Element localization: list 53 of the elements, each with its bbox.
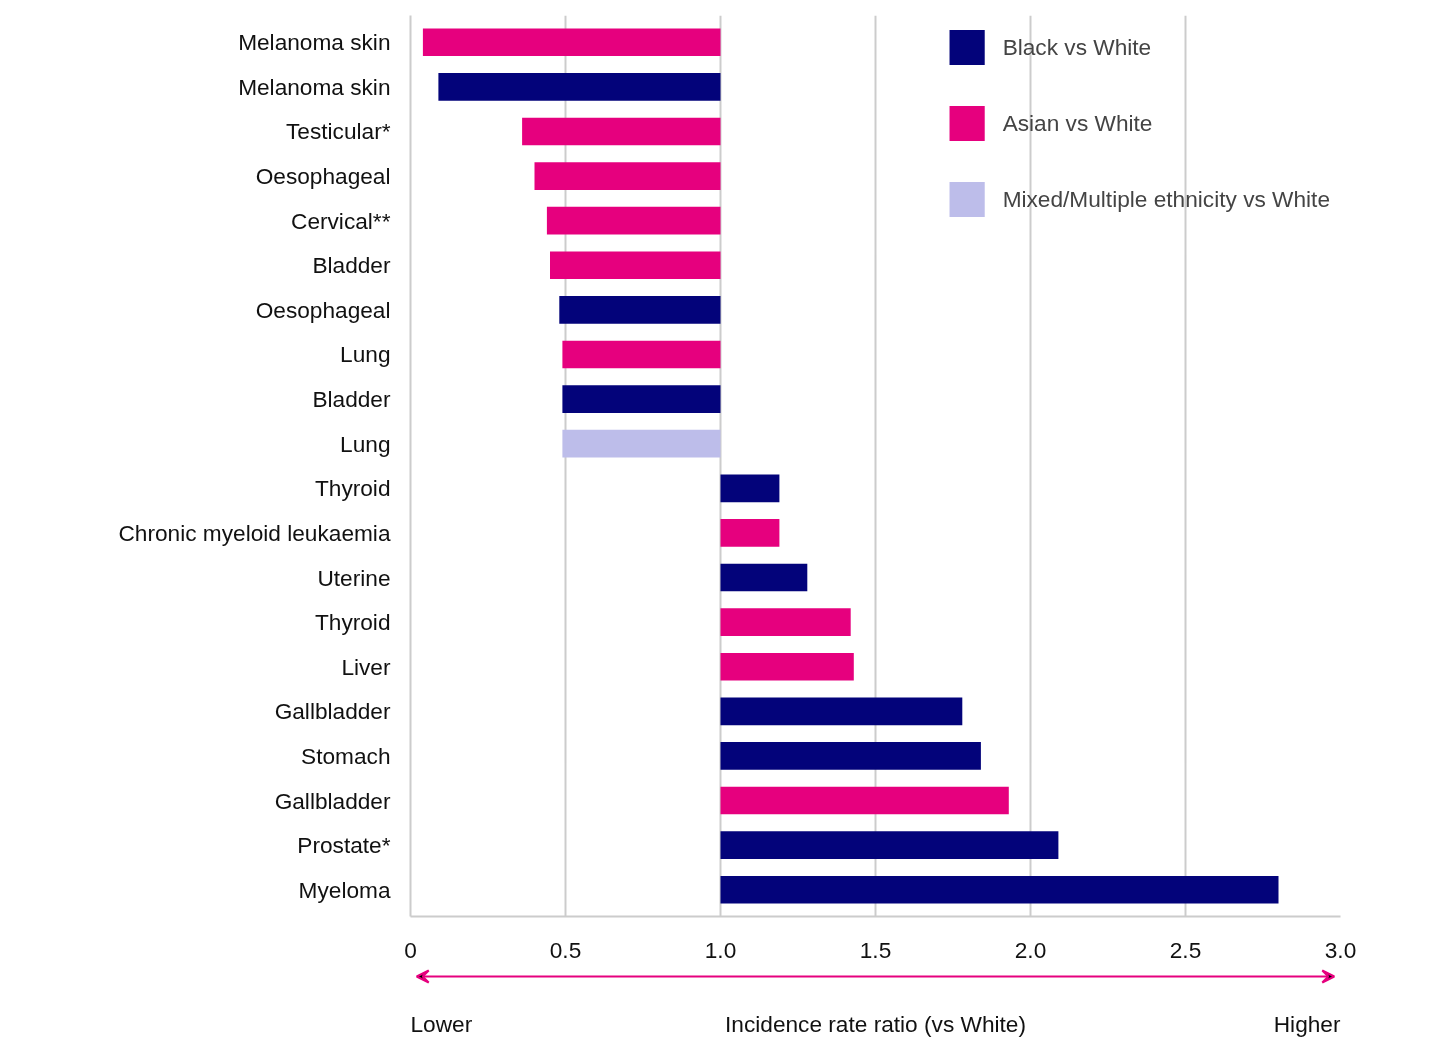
- y-tick-label: Gallbladder: [274, 787, 391, 814]
- bar: [562, 340, 721, 369]
- y-tick-label: Chronic myeloid leukaemia: [118, 519, 391, 546]
- bar: [720, 608, 851, 636]
- y-tick-label: Thyroid: [314, 609, 391, 636]
- y-tick-label: Oesophageal: [255, 163, 391, 190]
- bar: [534, 162, 721, 190]
- text: Higher: [1273, 1010, 1341, 1037]
- x-axis-title: Incidence rate ratio (vs White): [725, 1010, 1026, 1037]
- bar: [720, 786, 1009, 815]
- legend-label: Black vs White: [1002, 33, 1152, 61]
- bar: [438, 73, 721, 101]
- y-tick-label: Uterine: [317, 564, 391, 591]
- legend-label: Mixed/Multiple ethnicity vs White: [1002, 185, 1330, 213]
- bar: [559, 296, 721, 324]
- y-tick-label: Oesophageal: [255, 296, 391, 323]
- bar: [720, 875, 1279, 904]
- bar: [720, 831, 1059, 859]
- y-tick-label: Stomach: [301, 742, 391, 769]
- y-tick-label: Lung: [340, 430, 391, 457]
- y-tick-label: Melanoma skin: [238, 29, 391, 56]
- x-tick-label: 0: [404, 936, 417, 963]
- bar: [720, 742, 981, 770]
- x-tick-label: 1.0: [704, 936, 737, 963]
- bar: [720, 652, 854, 681]
- y-tick-label: Prostate*: [297, 832, 391, 859]
- y-tick-label: Thyroid: [314, 475, 391, 502]
- y-tick-label: Myeloma: [298, 876, 391, 903]
- y-tick-label: Bladder: [312, 386, 391, 413]
- bar: [522, 117, 721, 146]
- legend-label: Asian vs White: [1002, 109, 1153, 137]
- x-tick-label: 2.5: [1169, 936, 1202, 963]
- bar: [550, 251, 721, 280]
- x-tick-label: 3.0: [1324, 936, 1357, 963]
- y-tick-label: Melanoma skin: [238, 73, 391, 100]
- bar: [422, 28, 721, 57]
- bar: [720, 697, 963, 726]
- bar: [562, 385, 721, 413]
- y-tick-label: Bladder: [312, 252, 391, 279]
- x-tick-label: 0.5: [549, 936, 582, 963]
- bar: [546, 206, 721, 235]
- y-tick-label: Cervical**: [291, 207, 391, 234]
- text: Lower: [410, 1010, 473, 1037]
- y-tick-label: Gallbladder: [274, 698, 391, 725]
- y-tick-label: Lung: [340, 341, 391, 368]
- x-tick-label: 1.5: [859, 936, 892, 963]
- bar: [720, 563, 808, 592]
- y-tick-label: Testicular*: [285, 118, 391, 145]
- y-tick-label: Liver: [341, 653, 391, 680]
- bar: [720, 474, 780, 503]
- x-tick-label: 2.0: [1014, 936, 1047, 963]
- bar: [720, 519, 780, 547]
- bar: [562, 429, 721, 458]
